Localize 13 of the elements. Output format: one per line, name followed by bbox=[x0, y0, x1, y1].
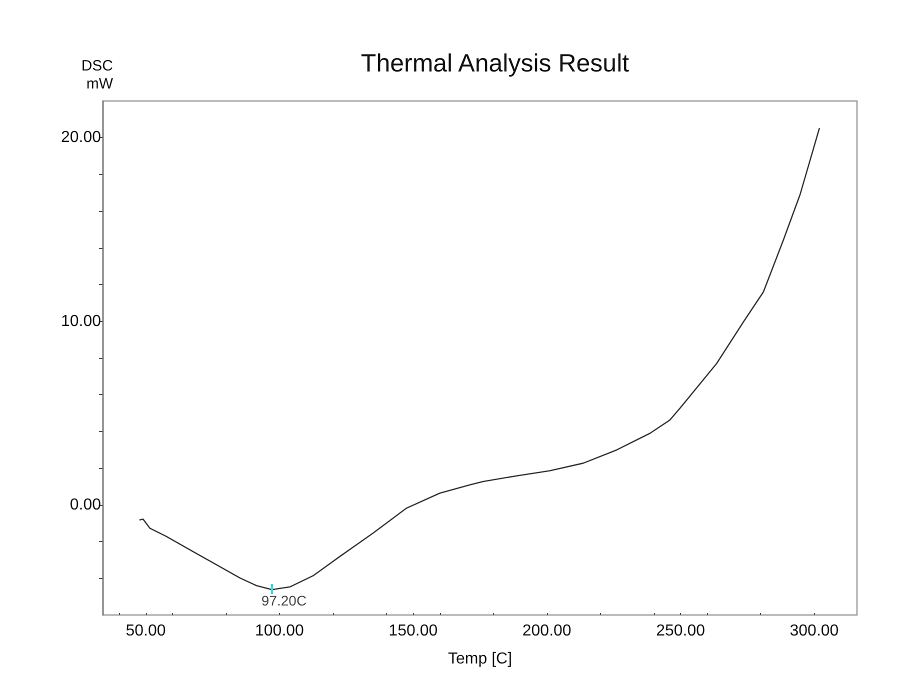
chart-title: Thermal Analysis Result bbox=[360, 50, 630, 78]
x-tick-label: 50.00 bbox=[126, 622, 166, 640]
x-axis-title: Temp [C] bbox=[448, 650, 512, 668]
y-tick-label: 10.00 bbox=[60, 312, 102, 330]
y-tick-label: 0.00 bbox=[70, 496, 102, 514]
x-tick-label: 300.00 bbox=[790, 622, 839, 640]
y-tick-label: 20.00 bbox=[60, 129, 102, 146]
x-tick-label: 250.00 bbox=[656, 622, 706, 640]
x-tick-label: 200.00 bbox=[522, 622, 572, 640]
annotation: 97.20C bbox=[261, 592, 307, 609]
x-tick-label: 100.00 bbox=[255, 622, 304, 640]
x-tick-label: 150.00 bbox=[388, 622, 438, 640]
y-axis-title: DSC mW bbox=[81, 58, 114, 92]
